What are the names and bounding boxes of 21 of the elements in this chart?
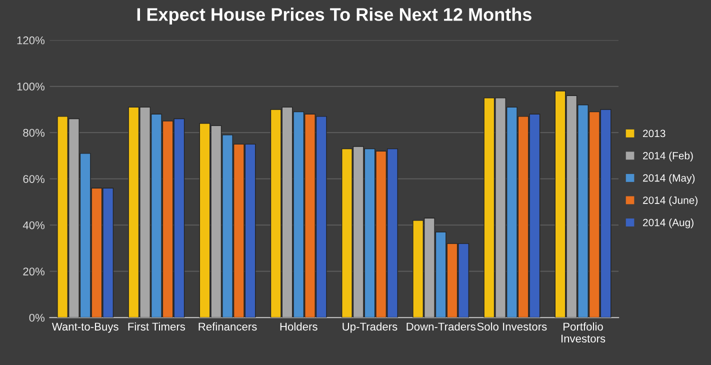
chart-title: I Expect House Prices To Rise Next 12 Months bbox=[137, 8, 532, 24]
legend-label: 2014 (May) bbox=[643, 174, 695, 184]
x-tick-label: Refinancers bbox=[198, 322, 257, 331]
x-tick-label: Want-to-Buys bbox=[52, 322, 118, 333]
legend-label: 2014 (Feb) bbox=[643, 152, 693, 162]
x-tick-label: Up-Traders bbox=[342, 322, 398, 333]
y-tick-label: 0% bbox=[29, 314, 45, 322]
y-tick-label: 100% bbox=[17, 82, 45, 91]
legend-label: 2014 (Aug) bbox=[643, 218, 694, 228]
x-tick-label: Holders bbox=[280, 322, 318, 331]
x-tick-label: Portfolio Investors bbox=[562, 322, 606, 343]
x-tick-label: Down-Traders bbox=[406, 322, 476, 331]
y-tick-label: 40% bbox=[22, 221, 45, 230]
y-tick-label: 80% bbox=[23, 128, 45, 137]
y-tick-label: 20% bbox=[23, 268, 45, 276]
y-tick-label: 60% bbox=[23, 175, 45, 183]
legend-label: 2014 (June) bbox=[643, 196, 698, 206]
y-tick-label: 120% bbox=[17, 36, 45, 44]
x-tick-label: Solo Investors bbox=[477, 322, 547, 331]
legend-label: 2013 bbox=[643, 130, 666, 138]
x-tick-label: First Timers bbox=[128, 322, 186, 331]
